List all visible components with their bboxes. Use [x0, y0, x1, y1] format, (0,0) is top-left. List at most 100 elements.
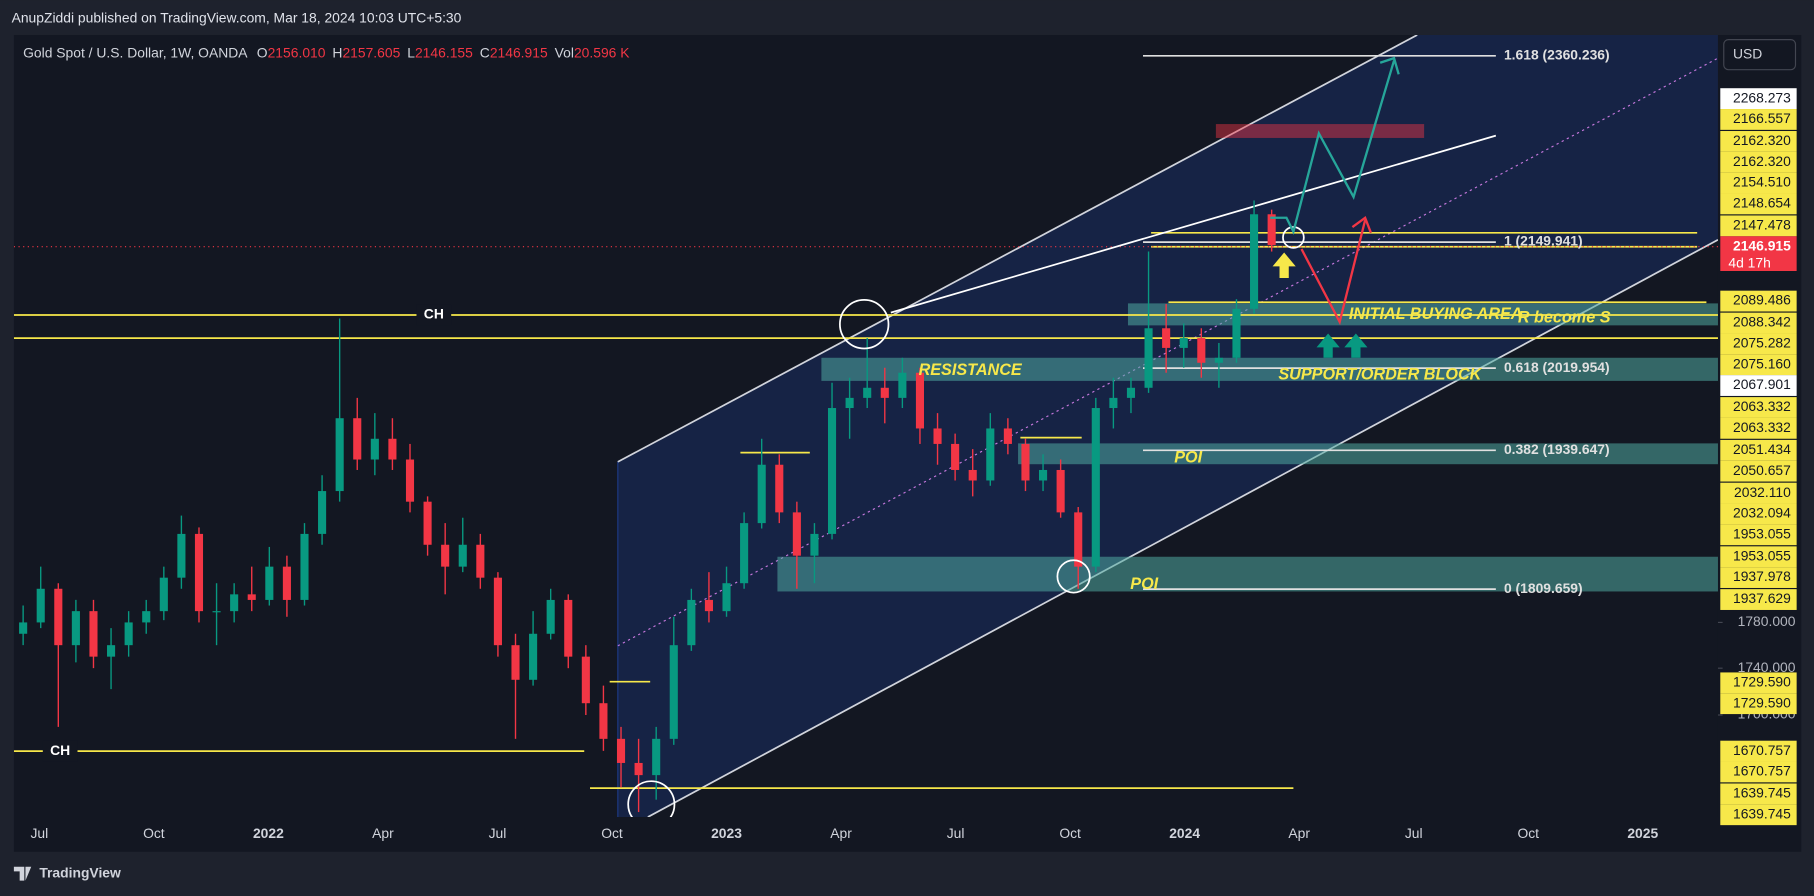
ohlc-value: 2146.155 — [415, 44, 473, 60]
candle-body — [863, 387, 872, 398]
candle-body — [177, 533, 186, 578]
circle-marker — [1282, 226, 1305, 249]
plot-area — [13, 34, 1718, 818]
symbol-header: Gold Spot / U.S. Dollar, 1W, OANDA O2156.… — [23, 44, 630, 60]
price-label-bg — [1720, 567, 1797, 588]
vol-key: Vol — [555, 44, 574, 60]
price-label-bg — [1720, 693, 1797, 715]
candle-body — [1126, 387, 1136, 398]
annotation: RESISTANCE — [919, 361, 1023, 379]
ohlc-key: O — [257, 44, 268, 60]
price-label-bg — [1720, 672, 1797, 694]
candle-body — [1021, 443, 1030, 481]
candle-body — [546, 599, 555, 634]
x-tick-label: 2023 — [711, 825, 742, 841]
y-tick-label: 1780.000 — [1738, 613, 1796, 629]
price-label: 2032.094 — [1733, 505, 1791, 521]
annotation: CH — [424, 306, 444, 322]
price-label: 2067.901 — [1733, 376, 1791, 392]
countdown: 4d 17h — [1728, 255, 1770, 271]
candle-body — [159, 577, 168, 612]
vol-value: 20.596 K — [574, 44, 630, 60]
candle-body — [318, 491, 327, 534]
price-label-bg — [1720, 375, 1797, 396]
price-label-bg — [1720, 524, 1797, 546]
annotation: CH — [50, 742, 70, 758]
candle-body — [968, 469, 977, 481]
candle-body — [300, 533, 309, 600]
x-tick-label: 2025 — [1627, 825, 1658, 841]
published-line: AnupZiddi published on TradingView.com, … — [12, 9, 462, 25]
price-label-bg — [1720, 783, 1797, 805]
price-label: 2051.434 — [1733, 441, 1791, 457]
price-label: 2166.557 — [1733, 110, 1791, 126]
price-label-bg — [1720, 88, 1797, 110]
channel-upper — [617, 34, 1418, 463]
candle-body — [1074, 512, 1083, 567]
currency-button[interactable] — [1723, 39, 1797, 71]
candle-body — [1250, 214, 1259, 309]
price-label: 1670.757 — [1733, 742, 1791, 758]
trend-line — [890, 134, 1497, 314]
time-axis — [13, 817, 1802, 852]
candle-body — [792, 512, 801, 556]
price-label-bg — [1720, 804, 1797, 826]
price-label: 2075.282 — [1733, 335, 1791, 351]
ohlc-value: 2157.605 — [342, 44, 400, 60]
candle-body — [265, 566, 274, 600]
price-label-bg — [1720, 354, 1797, 376]
price-label-bg — [1720, 482, 1797, 504]
candle-body — [898, 372, 907, 398]
x-tick-label: Jul — [947, 825, 965, 841]
ohlc-key: C — [480, 44, 490, 60]
projection-up — [1270, 60, 1396, 235]
candle-body — [581, 656, 590, 704]
price-label: 2146.915 — [1733, 237, 1791, 253]
candle-body — [19, 622, 28, 634]
candle-body — [722, 583, 731, 612]
candle-body — [1214, 357, 1223, 363]
fib-label: 0.382 (1939.647) — [1504, 441, 1610, 457]
candle-body — [1144, 328, 1153, 388]
candle-body — [933, 428, 942, 444]
price-label: 1670.757 — [1733, 763, 1791, 779]
x-tick-label: Oct — [1059, 825, 1081, 841]
candle-body — [634, 762, 643, 776]
price-label-bg — [1720, 109, 1797, 130]
footer-logo[interactable]: TradingView — [39, 864, 121, 880]
label-bg — [42, 740, 78, 762]
price-label-bg — [1720, 397, 1797, 418]
circle-marker — [1056, 559, 1091, 594]
candle-body — [845, 397, 854, 409]
candle-body — [388, 438, 397, 460]
candle-body — [370, 438, 379, 460]
annotation: INITIAL BUYING AREA — [1349, 305, 1523, 323]
candle-body — [54, 588, 63, 646]
candle-body — [247, 594, 256, 600]
x-tick-label: Apr — [1288, 825, 1310, 841]
annotation: SUPPORT/ORDER BLOCK — [1278, 365, 1482, 383]
price-label: 1729.590 — [1733, 694, 1791, 710]
candle-body — [71, 611, 80, 646]
candle-body — [740, 523, 749, 584]
candle-body — [1179, 338, 1188, 348]
candle-body — [107, 645, 116, 657]
x-tick-label: Oct — [601, 825, 623, 841]
price-label: 2089.486 — [1733, 292, 1791, 308]
candle-body — [1091, 408, 1100, 567]
currency[interactable]: USD — [1733, 45, 1762, 61]
candle-body — [1003, 428, 1012, 444]
candle-body — [757, 464, 766, 524]
x-tick-label: Oct — [1517, 825, 1539, 841]
price-label-bg — [1720, 439, 1797, 461]
drawings — [13, 34, 1718, 818]
projection-down — [1300, 219, 1367, 326]
price-label-bg — [1720, 236, 1797, 271]
circle-marker — [627, 780, 676, 818]
candle-body — [458, 544, 467, 567]
candle-body — [353, 418, 362, 460]
channel-fill — [617, 34, 1718, 818]
candle-body — [1197, 338, 1206, 363]
candle-body — [915, 372, 925, 429]
